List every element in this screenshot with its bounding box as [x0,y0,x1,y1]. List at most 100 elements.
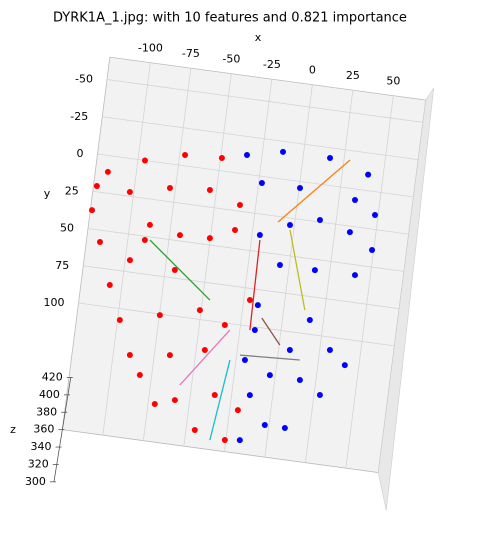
point [281,425,288,432]
point [241,357,248,364]
point [166,184,173,191]
feature-line [277,159,351,223]
point [136,371,143,378]
point [351,197,358,204]
point [266,372,273,379]
point [126,257,133,264]
z-tick-label: 360 [33,423,54,436]
point [276,262,283,269]
y-tick-label: -25 [70,110,88,123]
point [221,321,228,328]
grid-line [83,265,400,310]
point [151,401,158,408]
point [166,352,173,359]
z-tick-label: 380 [36,405,57,418]
point [206,235,213,242]
y-tick-label: 100 [44,296,65,309]
grid-line [78,302,395,347]
x-tick-label: -50 [222,53,240,66]
grid-line [223,79,273,452]
point [311,267,318,274]
z-tick-label: 340 [31,440,52,453]
point [182,151,189,158]
point [280,148,287,155]
feature-line [289,229,306,311]
point [327,154,334,161]
point [141,237,148,244]
pane [61,56,427,474]
point [251,326,258,333]
point [316,216,323,223]
grid-line [183,73,232,447]
y-tick-label: 25 [65,184,79,197]
point [236,202,243,209]
point [365,171,372,178]
feature-line [261,317,281,346]
side-pane [377,87,435,511]
point [287,222,294,229]
point [316,392,323,399]
feature-line [249,239,261,331]
point [341,362,348,369]
point [261,422,268,429]
point [156,312,163,319]
y-tick-label: 75 [55,259,69,272]
z-axis-label: z [10,423,16,436]
point [369,246,376,253]
feature-line [239,354,300,361]
point [326,347,333,354]
point [236,437,243,444]
grid-line [87,228,404,272]
point [286,347,293,354]
x-tick-label: 25 [346,69,360,82]
feature-line [149,239,211,301]
feature-line [179,329,231,386]
x-tick-label: -25 [263,58,281,71]
feature-line [209,359,231,441]
y-tick-label: -50 [75,73,93,86]
point [296,185,303,192]
point [146,221,153,228]
point [371,212,378,219]
point [206,187,213,194]
point [171,267,178,274]
chart-title: DYRK1A_1.jpg: with 10 features and 0.821… [53,11,407,26]
grid-line [97,153,414,198]
grid-line [304,90,354,463]
point [306,317,313,324]
grid-line [92,190,409,235]
y-axis-label: y [44,187,51,200]
point [96,238,103,245]
point [296,377,303,384]
point [258,179,265,186]
point [196,307,203,314]
point [351,272,358,279]
x-tick-label: -100 [138,42,163,55]
point [221,437,228,444]
point [93,183,100,190]
y-tick-label: 0 [77,147,84,160]
point [346,229,353,236]
point [141,157,148,164]
point [88,207,95,214]
point [246,392,253,399]
x-tick-label: 50 [386,75,400,88]
z-tick-label: 320 [28,457,49,470]
grid-line [102,62,151,436]
grid-line [264,84,313,458]
z-tick-label: 300 [25,475,46,488]
z-tick-label: 400 [39,388,60,401]
x-axis-label: x [255,31,262,44]
point [191,427,198,434]
x-tick-label: 0 [309,64,316,77]
point [126,189,133,196]
point [211,392,218,399]
point [126,351,133,358]
point [104,168,111,175]
point [244,152,251,159]
z-tick-label: 420 [42,370,63,383]
point [256,232,263,239]
x-tick-label: -75 [182,47,200,60]
grid-line [142,68,192,441]
